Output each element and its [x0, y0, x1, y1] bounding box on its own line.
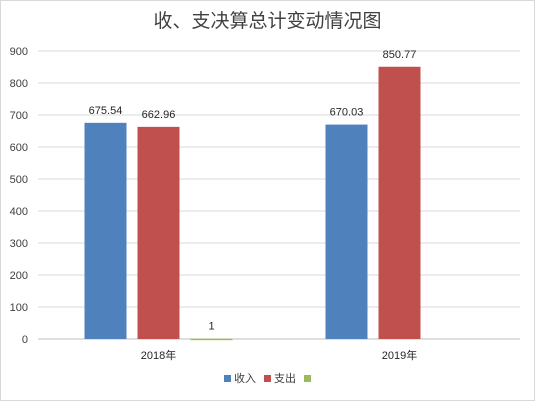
- bar-series-3-2018年: [190, 338, 233, 341]
- data-label: 850.77: [383, 49, 417, 61]
- y-tick-label: 600: [10, 142, 28, 154]
- chart-title: 收、支决算总计变动情况图: [153, 10, 382, 32]
- y-tick-label: 900: [10, 46, 28, 58]
- y-tick-label: 500: [10, 174, 28, 186]
- y-tick-label: 100: [10, 302, 28, 314]
- y-tick-label: 700: [10, 110, 28, 122]
- x-category-label: 2018年: [141, 348, 176, 362]
- legend-item: 收入: [224, 370, 256, 386]
- y-tick-label: 200: [10, 270, 28, 282]
- x-category-label: 2019年: [382, 348, 417, 362]
- legend-swatch: [304, 374, 311, 382]
- y-tick-label: 0: [22, 334, 28, 346]
- legend-item: [304, 374, 311, 382]
- y-tick-label: 800: [10, 78, 28, 90]
- y-tick-label: 300: [10, 238, 28, 250]
- legend-label: 支出: [274, 373, 296, 385]
- legend-item: 支出: [264, 370, 296, 386]
- y-axis-ticks: 0 100 200 300 400 500 600 700 800 900: [10, 46, 28, 346]
- bar-支出-2019年: [378, 66, 421, 339]
- legend-swatch: [264, 374, 271, 382]
- bar-支出-2018年: [137, 126, 180, 339]
- y-tick-label: 400: [10, 206, 28, 218]
- x-axis-categories: 2018年 2019年: [141, 348, 417, 362]
- bars: [84, 66, 421, 341]
- data-labels: 675.54 662.96 1 670.03 850.77: [89, 49, 417, 333]
- data-label: 675.54: [89, 105, 123, 117]
- bar-收入-2018年: [84, 122, 127, 339]
- bar-收入-2019年: [325, 124, 368, 340]
- legend: 收入 支出: [0, 370, 535, 386]
- legend-label: 收入: [234, 373, 256, 385]
- legend-swatch: [224, 374, 231, 382]
- data-label: 1: [208, 321, 214, 333]
- data-label: 670.03: [330, 107, 364, 119]
- data-label: 662.96: [142, 109, 176, 121]
